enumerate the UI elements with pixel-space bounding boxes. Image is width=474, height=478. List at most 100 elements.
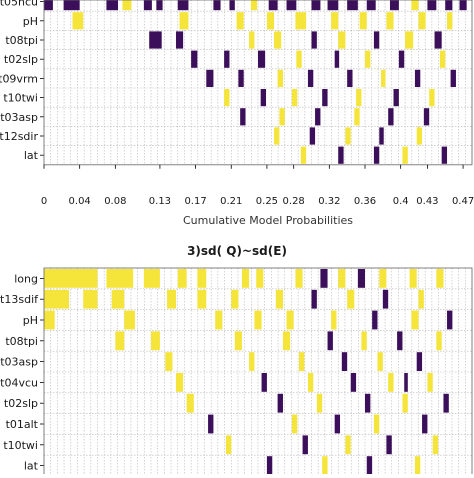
x-tick-label: 0.21 (220, 196, 242, 207)
heatmap-cell (197, 269, 207, 288)
row-label: t02slp (4, 397, 38, 410)
heatmap-cell (229, 0, 235, 11)
grid-lines (43, 0, 473, 166)
heatmap-cell (405, 31, 414, 49)
heatmap-cell (361, 331, 367, 351)
heatmap-cell (277, 69, 283, 87)
heatmap-cell (398, 50, 405, 68)
heatmap-cell (213, 0, 221, 11)
heatmap-cell (416, 352, 423, 371)
heatmap-cell (282, 331, 291, 351)
x-tick-label: 0.08 (104, 196, 126, 207)
heatmap-cell (393, 89, 399, 107)
x-axis-label: Cumulative Model Probabilities (183, 214, 353, 227)
heatmap-cell (266, 456, 273, 475)
heatmap-cell (311, 31, 317, 49)
row-label: pH (23, 314, 38, 327)
heatmap-cell (356, 89, 362, 107)
heatmap-cell (72, 12, 84, 30)
heatmap-cell (258, 50, 266, 68)
heatmap-cell (241, 269, 250, 288)
heatmap-cell (274, 31, 282, 49)
heatmap-cell (249, 352, 255, 371)
x-tick-label: 0.4 (393, 196, 409, 207)
heatmap-cell (165, 352, 173, 371)
heatmap-cell (122, 0, 132, 11)
heatmap-cell (250, 0, 258, 11)
heatmap-cell (418, 289, 424, 309)
heatmap-cell (354, 108, 360, 126)
heatmap-cell (191, 50, 198, 68)
heatmap-cells (44, 269, 453, 475)
heatmap-cell (320, 269, 328, 288)
heatmap-cell (443, 393, 449, 413)
heatmap-cell (175, 373, 184, 392)
heatmap-cell (427, 373, 433, 392)
heatmap-cell (295, 12, 307, 30)
heatmap-cell (206, 69, 214, 87)
heatmap-cell (402, 393, 408, 413)
heatmap-cell (373, 146, 380, 164)
row-label: t01alt (6, 418, 39, 431)
heatmap-cell (402, 146, 408, 164)
heatmap-cell (106, 0, 119, 11)
row-label: t03asp (0, 111, 38, 124)
heatmap-cell (208, 414, 214, 434)
heatmap-cell (316, 393, 323, 413)
heatmap-cell (261, 373, 267, 392)
heatmap-cell (124, 310, 135, 330)
x-tick-labels: 0 0.04 0.08 0.13 0.17 0.21 0.25 0.28 0.32 0.36 0.4… (41, 164, 474, 207)
heatmap-cell (372, 310, 378, 330)
heatmap-cell (436, 269, 444, 288)
heatmap-cell (299, 352, 305, 371)
row-labels: t05hcu pH t08tpi t02slp t09vrm t10twi t03asp t1… (0, 0, 44, 162)
x-tick-label: 0.43 (416, 196, 438, 207)
x-tick-label: 0.04 (69, 196, 91, 207)
heatmap-cell (177, 0, 189, 11)
heatmap-cell (44, 269, 98, 288)
row-label: t12sdir (0, 130, 38, 143)
heatmap-cell (238, 69, 244, 87)
heatmap-cell (365, 50, 371, 68)
row-label: t03asp (0, 356, 38, 369)
heatmap-cell (231, 289, 239, 309)
heatmap-cell (423, 108, 430, 126)
heatmap-cell (286, 0, 297, 11)
x-tick-label: 0.17 (184, 196, 206, 207)
row-label: pH (23, 15, 38, 28)
heatmap-cell (156, 0, 163, 11)
heatmap-cell (260, 89, 267, 107)
row-label: long (14, 272, 38, 285)
heatmap-cell (379, 269, 387, 288)
heatmap-cell (143, 0, 152, 11)
heatmap-cell (167, 289, 176, 309)
heatmap-cell (447, 310, 453, 330)
heatmap-cell (365, 393, 371, 413)
heatmap-cell (416, 127, 423, 145)
heatmap-cell (274, 127, 280, 145)
heatmap-cell (106, 269, 134, 288)
x-tick-label: 0.28 (283, 196, 305, 207)
heatmap-cell (311, 289, 317, 309)
heatmap-cell (382, 289, 389, 309)
heatmap-cell (388, 373, 394, 392)
heatmap-cell (414, 69, 421, 87)
heatmap-cell (347, 0, 358, 11)
heatmap-cell (322, 456, 328, 475)
heatmap-cell (291, 414, 298, 434)
heatmap-cell (309, 127, 316, 145)
row-label: lat (24, 149, 39, 162)
row-label: lat (24, 460, 39, 473)
heatmap-cell (177, 269, 187, 288)
heatmap-cell (275, 289, 283, 309)
row-label: t09vrm (0, 72, 38, 85)
heatmap-cell (439, 50, 446, 68)
heatmap-cell (224, 89, 230, 107)
x-tick-label: 0.13 (149, 196, 171, 207)
heatmap-cell (266, 12, 275, 30)
plot-frame (43, 0, 473, 166)
heatmap-cell (83, 289, 98, 309)
heatmap-cell (411, 0, 419, 11)
heatmap-cells (44, 0, 467, 164)
